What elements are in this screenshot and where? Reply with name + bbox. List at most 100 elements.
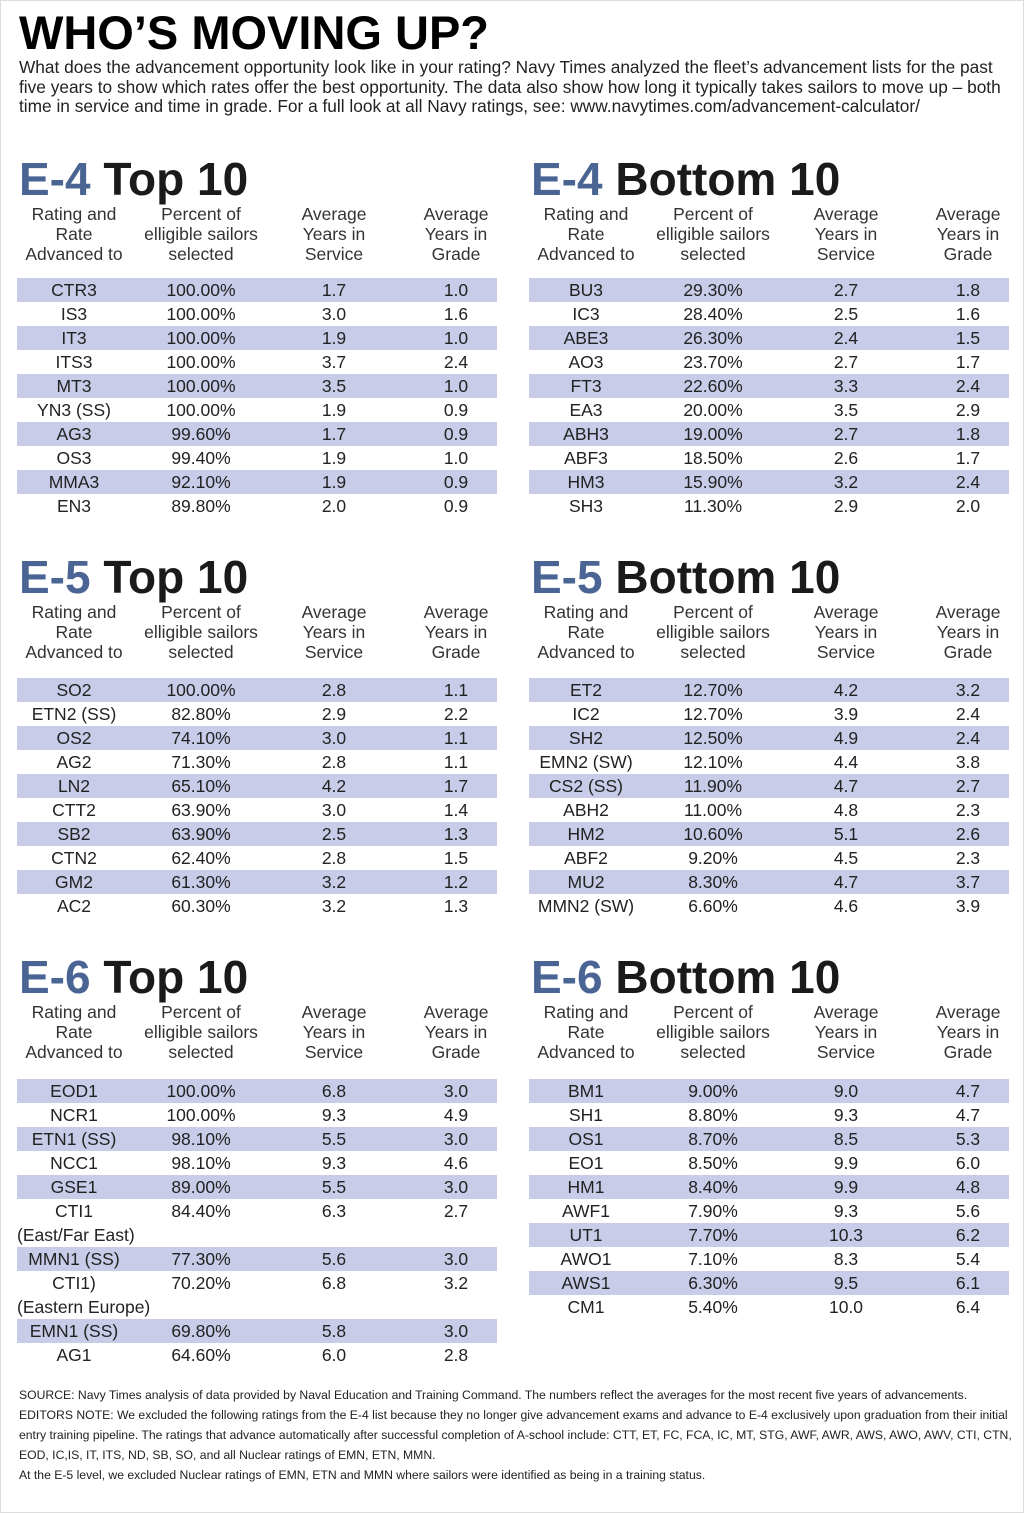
cell-years-grade: 4.8 <box>955 1177 981 1197</box>
cell-percent: 29.30% <box>683 280 743 300</box>
table-row: ABH2 11.00% 4.8 2.3 <box>529 798 1009 822</box>
cell-rating: NCC1 <box>50 1153 98 1173</box>
cell-years-grade: 1.3 <box>443 896 469 916</box>
cell-years-service: 2.7 <box>833 424 859 444</box>
cell-years-grade: 4.9 <box>443 1105 469 1125</box>
cell-percent: 26.30% <box>683 328 743 348</box>
cell-years-service: 8.5 <box>833 1129 859 1149</box>
cell-years-service: 2.8 <box>321 752 347 772</box>
table-row: EO1 8.50% 9.9 6.0 <box>529 1151 1009 1175</box>
table-row: YN3 (SS) 100.00% 1.9 0.9 <box>17 398 497 422</box>
grade-label: E-6 <box>531 951 603 1003</box>
cell-percent: 8.40% <box>688 1177 738 1197</box>
table-row: ETN1 (SS) 98.10% 5.5 3.0 <box>17 1127 497 1151</box>
table-row: SB2 63.90% 2.5 1.3 <box>17 822 497 846</box>
cell-years-service: 9.0 <box>833 1081 859 1101</box>
cell-rating: IC2 <box>572 704 600 724</box>
column-headers: Rating and Rate Advanced to Percent of ellig… <box>529 1002 1009 1064</box>
table-row: NCR1 100.00% 9.3 4.9 <box>17 1103 497 1127</box>
cell-years-service: 4.7 <box>833 872 859 892</box>
grade-label: E-4 <box>19 153 91 205</box>
cell-years-grade: 2.4 <box>955 376 981 396</box>
cell-rating: ETN1 (SS) <box>31 1129 117 1149</box>
cell-years-service: 2.0 <box>321 496 347 516</box>
section-title: E-4 Top 10 <box>19 156 248 202</box>
cell-rating: EA3 <box>569 400 603 420</box>
table-row: HM3 15.90% 3.2 2.4 <box>529 470 1009 494</box>
section-title: E-6 Bottom 10 <box>531 954 840 1000</box>
cell-years-service: 5.5 <box>321 1177 347 1197</box>
cell-years-grade: 4.6 <box>443 1153 469 1173</box>
cell-rating: AC2 <box>56 896 92 916</box>
table-row: SH1 8.80% 9.3 4.7 <box>529 1103 1009 1127</box>
table-row: ABF3 18.50% 2.6 1.7 <box>529 446 1009 470</box>
cell-years-grade: 5.6 <box>955 1201 981 1221</box>
cell-years-grade: 2.6 <box>955 824 981 844</box>
table-row: GM2 61.30% 3.2 1.2 <box>17 870 497 894</box>
cell-percent: 8.70% <box>688 1129 738 1149</box>
cell-years-grade: 2.3 <box>955 848 981 868</box>
table-row: AG2 71.30% 2.8 1.1 <box>17 750 497 774</box>
cell-rating: OS2 <box>56 728 92 748</box>
column-header: Average Years in Grade <box>423 602 489 662</box>
table-row: CTI1) 70.20% 6.8 3.2 (Eastern Europe) <box>17 1271 497 1319</box>
cell-years-grade: 6.2 <box>955 1225 981 1245</box>
cell-rating: SH2 <box>568 728 604 748</box>
cell-years-grade: 3.2 <box>443 1273 469 1293</box>
column-header: Percent of elligible sailors selected <box>144 1002 258 1062</box>
cell-years-grade: 1.5 <box>955 328 981 348</box>
section-title: E-5 Top 10 <box>19 554 248 600</box>
cell-years-service: 3.2 <box>321 872 347 892</box>
cell-years-grade: 1.7 <box>955 448 981 468</box>
cell-years-service: 9.5 <box>833 1273 859 1293</box>
column-header: Rating and Rate Advanced to <box>537 1002 635 1062</box>
cell-years-grade: 0.9 <box>443 496 469 516</box>
cell-rating: HM3 <box>567 472 605 492</box>
table-row: AC2 60.30% 3.2 1.3 <box>17 894 497 918</box>
cell-years-service: 9.9 <box>833 1153 859 1173</box>
table-row: CM1 5.40% 10.0 6.4 <box>529 1295 1009 1319</box>
cell-rating: ABF3 <box>564 448 608 468</box>
cell-rating: ABH3 <box>563 424 609 444</box>
table-row: EA3 20.00% 3.5 2.9 <box>529 398 1009 422</box>
cell-years-grade: 2.0 <box>955 496 981 516</box>
cell-rating: BU3 <box>568 280 604 300</box>
cell-percent: 74.10% <box>171 728 231 748</box>
cell-percent: 12.50% <box>683 728 743 748</box>
rank-label: Bottom 10 <box>615 153 841 205</box>
cell-percent: 71.30% <box>171 752 231 772</box>
cell-percent: 11.00% <box>683 800 743 820</box>
cell-percent: 6.30% <box>688 1273 738 1293</box>
cell-years-service: 3.2 <box>833 472 859 492</box>
cell-years-service: 2.7 <box>833 352 859 372</box>
cell-rating: GM2 <box>55 872 93 892</box>
table-row: BU3 29.30% 2.7 1.8 <box>529 278 1009 302</box>
cell-rating: AWO1 <box>560 1249 612 1269</box>
column-header: Percent of elligible sailors selected <box>144 602 258 662</box>
cell-percent: 15.90% <box>683 472 743 492</box>
table-row: GSE1 89.00% 5.5 3.0 <box>17 1175 497 1199</box>
column-header: Percent of elligible sailors selected <box>656 204 770 264</box>
cell-percent: 89.80% <box>171 496 231 516</box>
table-row: OS1 8.70% 8.5 5.3 <box>529 1127 1009 1151</box>
rank-label: Top 10 <box>103 951 249 1003</box>
cell-years-service: 1.9 <box>321 328 347 348</box>
cell-percent: 9.00% <box>688 1081 738 1101</box>
cell-percent: 62.40% <box>171 848 231 868</box>
cell-years-grade: 1.7 <box>955 352 981 372</box>
cell-years-service: 3.3 <box>833 376 859 396</box>
column-header: Percent of elligible sailors selected <box>656 602 770 662</box>
cell-rating: CTI1) <box>52 1273 96 1293</box>
cell-years-service: 9.3 <box>833 1105 859 1125</box>
table-row: SH3 11.30% 2.9 2.0 <box>529 494 1009 518</box>
cell-years-service: 3.5 <box>321 376 347 396</box>
table-row: IC3 28.40% 2.5 1.6 <box>529 302 1009 326</box>
table-row: OS2 74.10% 3.0 1.1 <box>17 726 497 750</box>
rank-label: Bottom 10 <box>615 951 841 1003</box>
cell-years-service: 9.3 <box>321 1105 347 1125</box>
cell-percent: 100.00% <box>166 328 236 348</box>
column-header: Average Years in Service <box>813 204 879 264</box>
cell-rating: SO2 <box>56 680 92 700</box>
cell-percent: 84.40% <box>171 1201 231 1221</box>
table-row: IC2 12.70% 3.9 2.4 <box>529 702 1009 726</box>
